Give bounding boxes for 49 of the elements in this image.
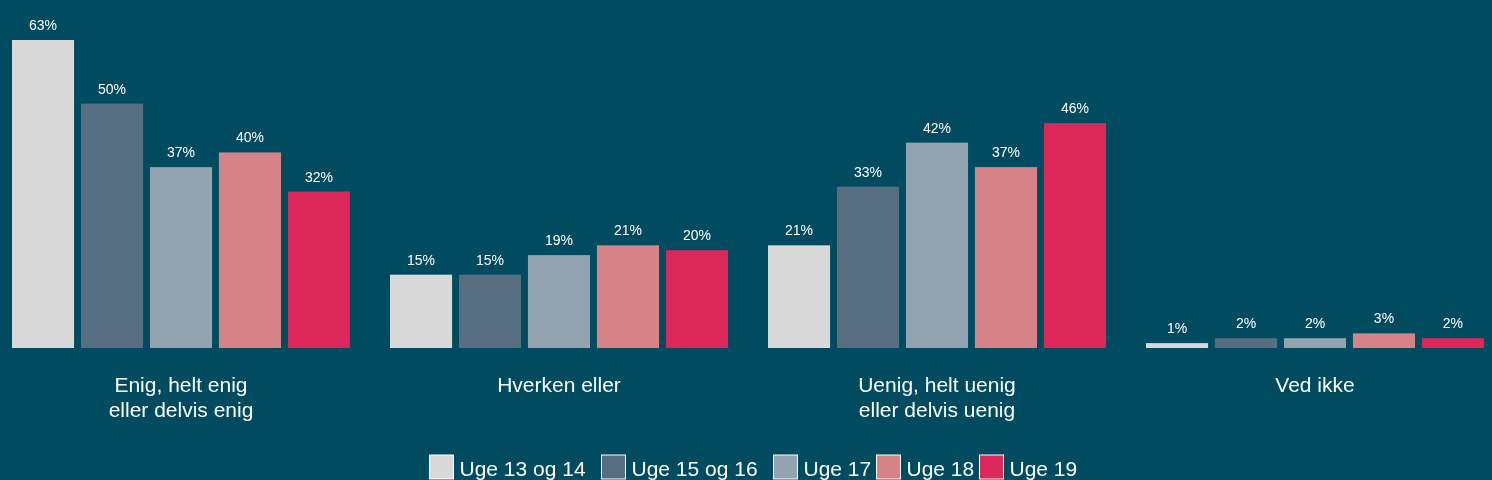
bar (974, 167, 1038, 348)
legend-label: Uge 15 og 16 (631, 457, 758, 480)
data-label: 42% (922, 119, 952, 136)
bar (218, 152, 282, 348)
data-label: 37% (991, 144, 1020, 161)
data-label: 21% (785, 222, 814, 239)
x-tick-label: Ved ikke (1275, 373, 1355, 396)
x-tick-label: Hverken eller (497, 373, 621, 396)
legend-label: Uge 17 (803, 457, 872, 480)
bar (665, 250, 728, 348)
legend-label: Uge 13 og 14 (459, 457, 586, 480)
bar (1043, 123, 1106, 348)
data-label: 2% (1442, 315, 1464, 332)
bar (596, 245, 660, 348)
data-label: 33% (854, 163, 883, 180)
data-label: 40% (235, 129, 264, 146)
bar (80, 103, 144, 348)
data-label: 32% (304, 168, 333, 185)
data-label: 20% (682, 227, 711, 244)
bar (1283, 338, 1347, 348)
bar (905, 142, 969, 348)
data-label: 3% (1373, 310, 1395, 327)
bar (390, 274, 453, 348)
bar (1214, 338, 1278, 348)
data-label: 15% (476, 251, 505, 268)
bar (287, 191, 350, 348)
bar (12, 40, 75, 348)
data-label: 19% (544, 232, 574, 249)
bar (527, 255, 591, 348)
bar (1421, 338, 1484, 348)
x-tick-label: Enig, helt enig eller delvis enig (108, 373, 254, 421)
bar (836, 186, 900, 348)
bar (1146, 343, 1209, 348)
data-label: 63% (29, 17, 58, 33)
bar (458, 274, 522, 348)
bar (1352, 333, 1416, 348)
data-label: 2% (1304, 315, 1326, 332)
data-label: 21% (613, 222, 642, 239)
bar (149, 167, 213, 348)
data-label: 15% (407, 251, 436, 268)
data-label: 46% (1060, 100, 1089, 117)
bar (768, 245, 831, 348)
legend-label: Uge 18 (906, 457, 975, 480)
data-label: 50% (98, 80, 127, 97)
x-tick-label: Uenig, helt uenig eller delvis uenig (858, 373, 1016, 421)
data-label: 2% (1235, 315, 1257, 332)
data-label: 1% (1166, 320, 1188, 337)
legend-label: Uge 19 (1009, 457, 1078, 480)
data-label: 37% (166, 144, 196, 161)
